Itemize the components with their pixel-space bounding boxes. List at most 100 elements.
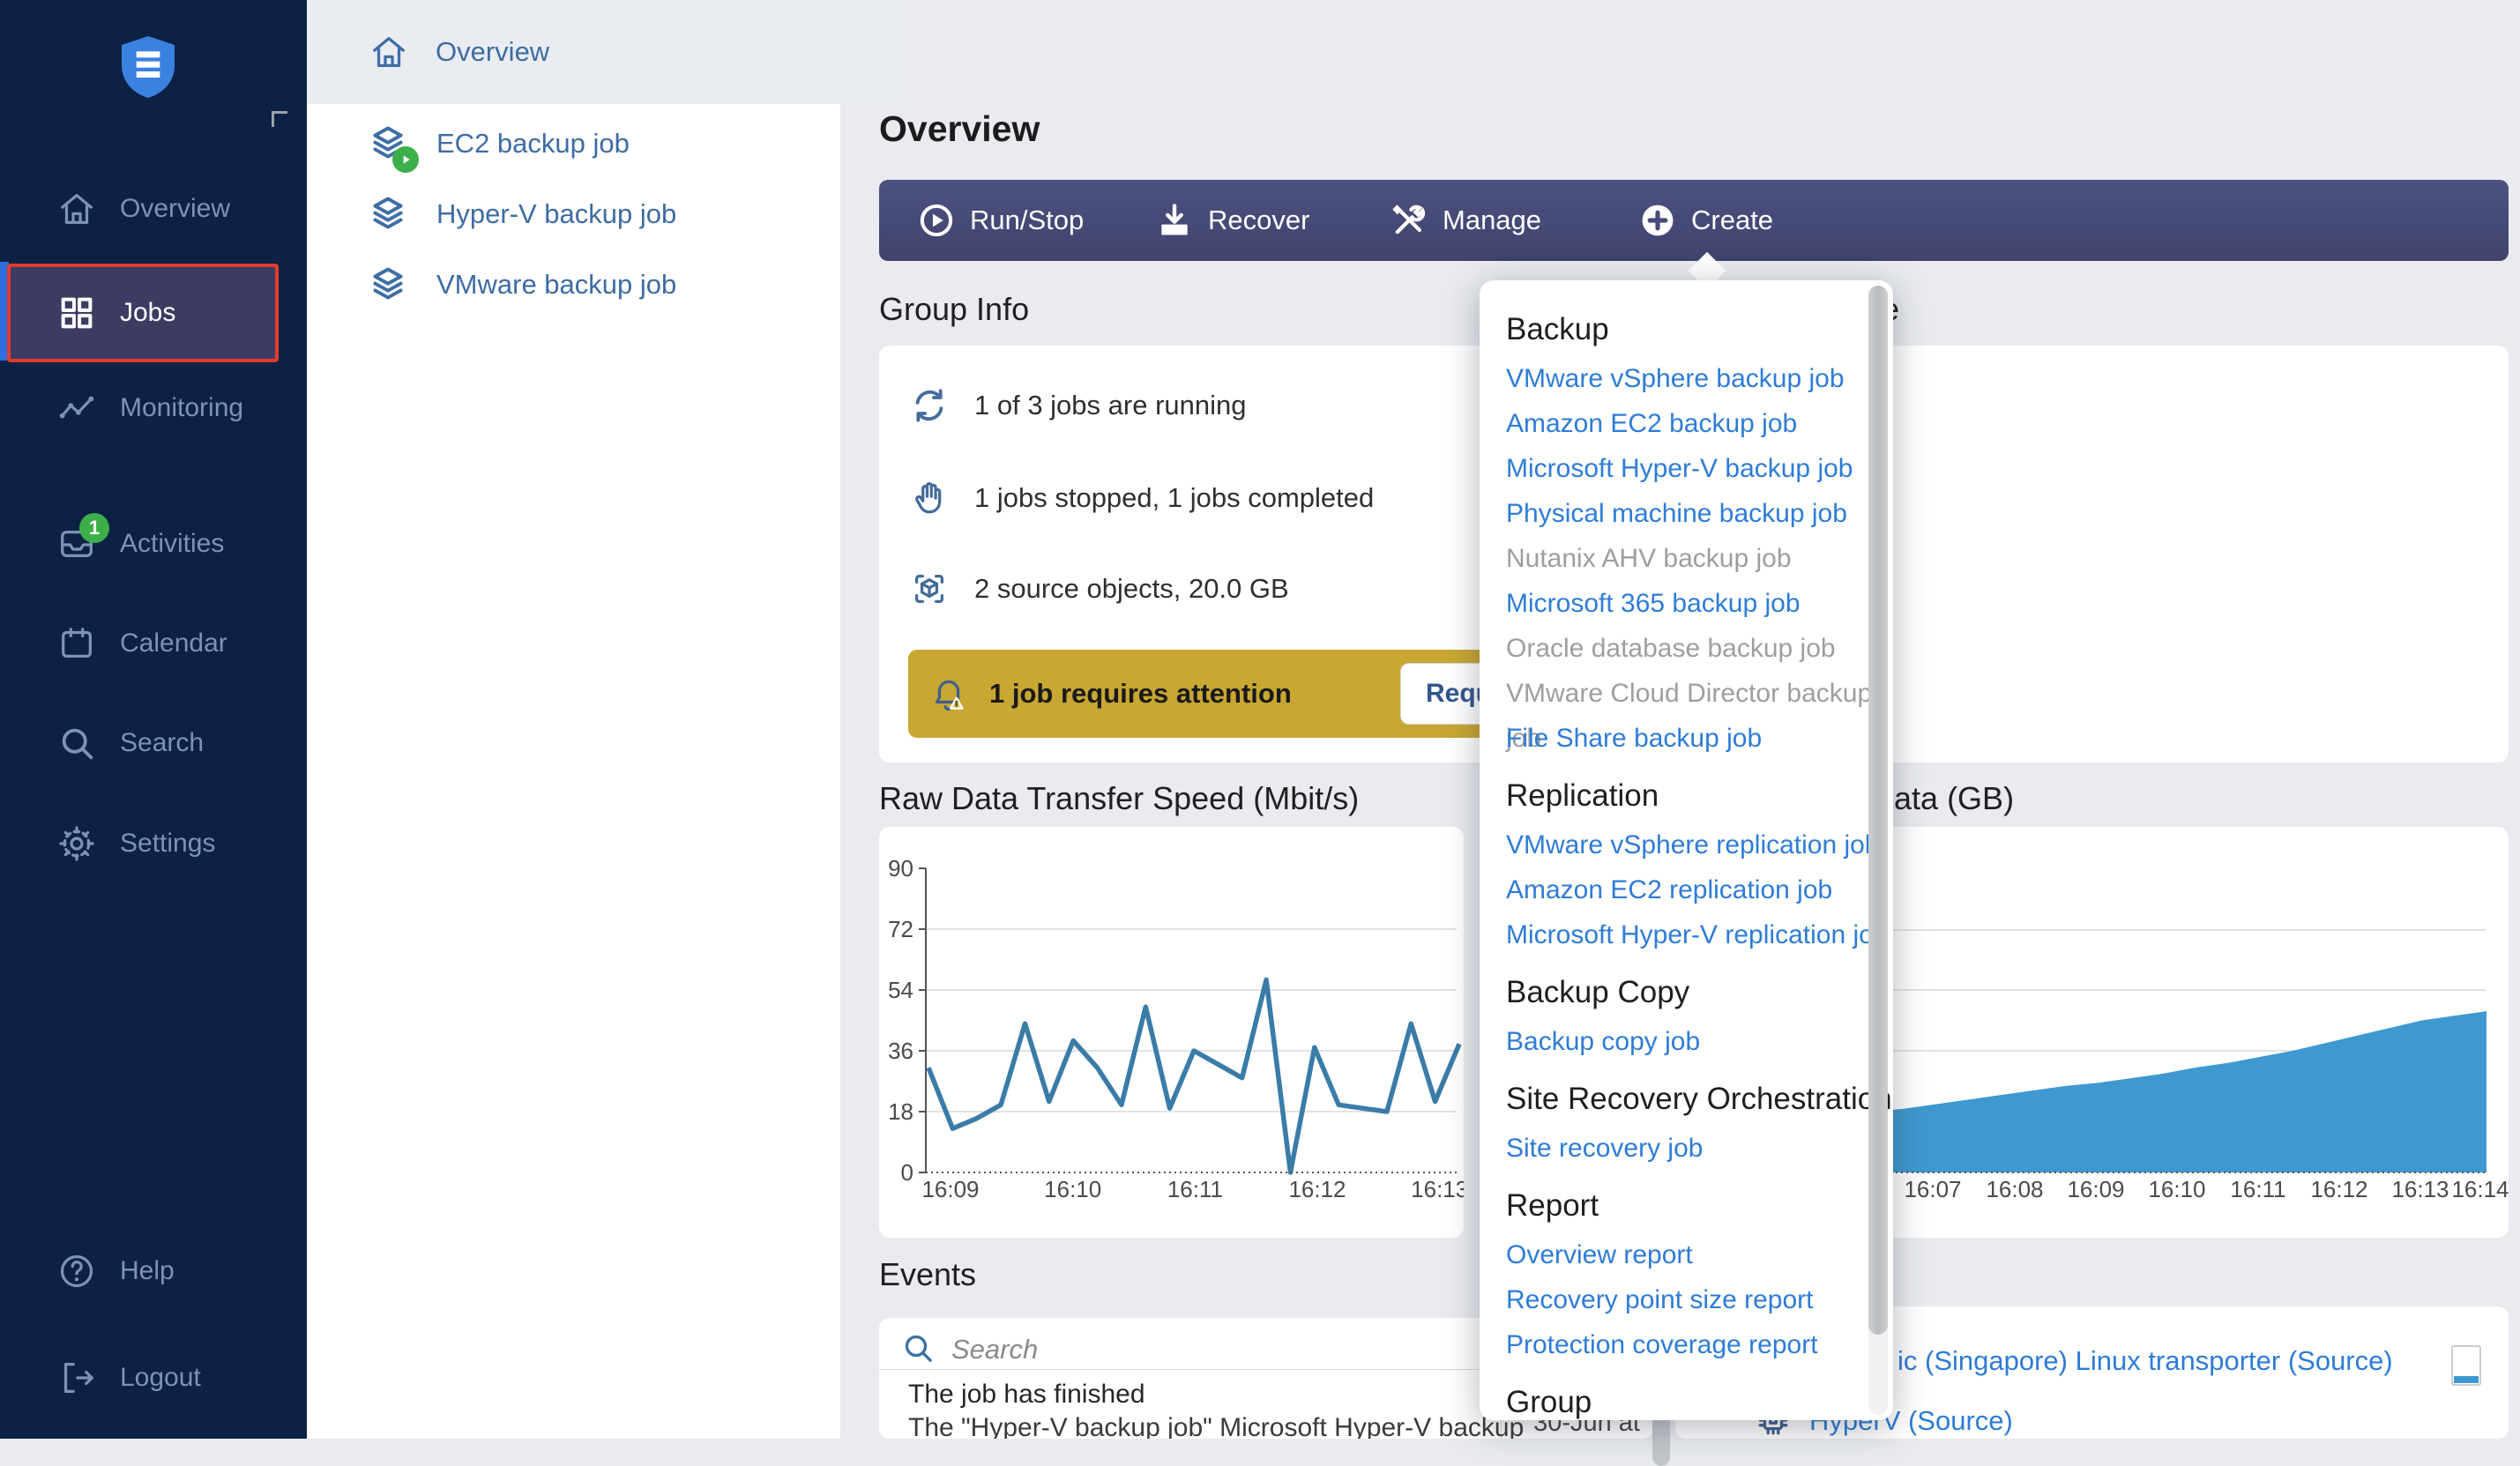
events-heading: Events xyxy=(879,1256,977,1292)
create-button[interactable]: Create xyxy=(1638,180,1773,261)
sidebar-item-settings[interactable]: Settings xyxy=(7,798,272,889)
toolbar: Run/Stop Recover Manage Create xyxy=(879,180,2509,261)
sidebar-item-label: Jobs xyxy=(120,298,176,327)
menu-item-vmware-vsphere-backup-job[interactable]: VMware vSphere backup job xyxy=(1506,364,1845,393)
toolbar-button-label: Manage xyxy=(1443,205,1542,235)
layers-icon xyxy=(366,192,410,236)
group-info-text: 1 jobs stopped, 1 jobs completed xyxy=(974,482,1375,513)
layers-icon xyxy=(366,263,410,307)
activities-badge: 1 xyxy=(79,513,109,543)
menu-item-overview-report[interactable]: Overview report xyxy=(1506,1240,1693,1269)
page-title: Overview xyxy=(879,108,1040,150)
sidebar-item-calendar[interactable]: Calendar xyxy=(7,598,272,689)
create-menu-section-backup: Backup xyxy=(1506,312,1609,346)
svg-text:16:09: 16:09 xyxy=(2067,1176,2124,1202)
sidebar-item-label: Calendar xyxy=(120,629,227,658)
menu-item-backup-copy-job[interactable]: Backup copy job xyxy=(1506,1027,1701,1056)
refresh-icon xyxy=(909,385,950,426)
group-info-row: 2 source objects, 20.0 GB xyxy=(909,569,1289,609)
svg-text:16:08: 16:08 xyxy=(1986,1176,2043,1202)
search-icon xyxy=(56,723,97,763)
sidebar-item-activities[interactable]: 1 Activities xyxy=(7,498,272,590)
job-item-label: EC2 backup job xyxy=(436,128,630,159)
svg-text:16:10: 16:10 xyxy=(2148,1176,2205,1202)
group-info-row: 1 of 3 jobs are running xyxy=(909,385,1247,426)
group-info-row: 1 jobs stopped, 1 jobs completed xyxy=(909,478,1374,518)
menu-item-vmware-cloud-director-backup-job: VMware Cloud Director backup job xyxy=(1506,679,1873,753)
play-circle-icon xyxy=(917,201,956,240)
create-menu-section-report: Report xyxy=(1506,1188,1599,1223)
manage-button[interactable]: Manage xyxy=(1390,180,1541,261)
create-menu-scrollbar-thumb[interactable] xyxy=(1868,286,1888,1335)
sidebar-item-label: Help xyxy=(120,1256,175,1285)
event-description: The "Hyper-V backup job" Microsoft Hyper… xyxy=(908,1413,1525,1439)
menu-item-file-share-backup-job[interactable]: File Share backup job xyxy=(1506,724,1763,753)
svg-text:0: 0 xyxy=(901,1159,913,1186)
create-menu: Backup VMware vSphere backup job Amazon EC… xyxy=(1480,280,1893,1420)
event-title: The job has finished xyxy=(908,1380,1145,1409)
svg-text:16:12: 16:12 xyxy=(2310,1176,2367,1202)
job-sidebar-item-vmware-backup-job[interactable]: VMware backup job xyxy=(307,250,899,319)
sidebar-collapse-icon[interactable] xyxy=(272,111,287,127)
download-icon xyxy=(1155,201,1194,240)
svg-text:54: 54 xyxy=(888,977,913,1003)
panel-scrollbar-thumb[interactable] xyxy=(2454,1376,2479,1383)
transfer-chart-heading: Raw Data Transfer Speed (Mbit/s) xyxy=(879,780,1360,816)
hand-icon xyxy=(909,478,950,518)
svg-text:16:11: 16:11 xyxy=(2230,1176,2285,1202)
sidebar-item-help[interactable]: Help xyxy=(7,1225,272,1317)
sidebar-item-overview[interactable]: Overview xyxy=(7,163,272,255)
logout-icon xyxy=(56,1358,97,1398)
menu-item-amazon-ec2-backup-job[interactable]: Amazon EC2 backup job xyxy=(1506,409,1798,438)
svg-text:16:13: 16:13 xyxy=(1411,1176,1464,1202)
attention-text: 1 job requires attention xyxy=(989,678,1292,709)
sidebar-item-jobs[interactable]: Jobs xyxy=(7,264,279,362)
search-icon xyxy=(900,1330,936,1366)
create-menu-section-site-recovery-orchestration: Site Recovery Orchestration xyxy=(1506,1082,1892,1116)
calendar-icon xyxy=(56,623,97,664)
selected-accent-bar xyxy=(0,262,9,361)
menu-item-microsoft-365-backup-job[interactable]: Microsoft 365 backup job xyxy=(1506,589,1801,618)
menu-item-microsoft-hyper-v-backup-job[interactable]: Microsoft Hyper-V backup job xyxy=(1506,454,1853,483)
events-search-input[interactable] xyxy=(950,1328,1447,1371)
job-sidebar-item-ec2-backup-job[interactable]: EC2 backup job xyxy=(307,109,899,178)
menu-item-microsoft-hyper-v-replication-job[interactable]: Microsoft Hyper-V replication job xyxy=(1506,920,1889,949)
sidebar-item-logout[interactable]: Logout xyxy=(7,1332,272,1424)
create-menu-section-replication: Replication xyxy=(1506,778,1659,813)
sidebar-item-monitoring[interactable]: Monitoring xyxy=(7,362,272,454)
layers-icon xyxy=(366,122,419,173)
menu-item-physical-machine-backup-job[interactable]: Physical machine backup job xyxy=(1506,499,1847,528)
menu-item-protection-coverage-report[interactable]: Protection coverage report xyxy=(1506,1330,1818,1359)
menu-item-amazon-ec2-replication-job[interactable]: Amazon EC2 replication job xyxy=(1506,875,1833,904)
group-info-text: 2 source objects, 20.0 GB xyxy=(974,573,1289,604)
sidebar-item-label: Monitoring xyxy=(120,393,244,422)
svg-text:16:12: 16:12 xyxy=(1288,1176,1346,1202)
svg-text:72: 72 xyxy=(888,916,913,942)
job-sidebar-item-overview[interactable]: Overview xyxy=(307,0,902,104)
menu-item-recovery-point-size-report[interactable]: Recovery point size report xyxy=(1506,1285,1814,1314)
group-info-heading: Group Info xyxy=(879,291,1030,327)
app-logo xyxy=(113,28,183,106)
jobs-sidebar: Overview EC2 backup job Hyper-V backup job… xyxy=(307,0,902,1439)
bell-warning-icon xyxy=(928,673,970,715)
inbox-icon: 1 xyxy=(56,513,109,564)
job-item-label: Overview xyxy=(436,36,550,67)
menu-item-vmware-vsphere-replication-job[interactable]: VMware vSphere replication job xyxy=(1506,830,1880,860)
menu-item-site-recovery-job[interactable]: Site recovery job xyxy=(1506,1134,1704,1163)
toolbar-button-label: Run/Stop xyxy=(970,205,1085,235)
svg-text:16:09: 16:09 xyxy=(921,1176,979,1202)
target-link-transporter[interactable]: ic (Singapore) Linux transporter (Source… xyxy=(1897,1345,2393,1376)
divider xyxy=(879,1369,1653,1370)
home-icon xyxy=(369,32,409,72)
sidebar-item-search[interactable]: Search xyxy=(7,697,272,789)
svg-text:16:14: 16:14 xyxy=(2451,1176,2509,1202)
running-badge-icon xyxy=(392,146,419,173)
recover-button[interactable]: Recover xyxy=(1155,180,1309,261)
menu-item-nutanix-ahv-backup-job: Nutanix AHV backup job xyxy=(1506,544,1792,573)
job-sidebar-item-hyper-v-backup-job[interactable]: Hyper-V backup job xyxy=(307,180,899,249)
monitoring-icon xyxy=(56,388,97,428)
svg-text:90: 90 xyxy=(888,855,913,882)
panel-scrollbar[interactable] xyxy=(2451,1345,2481,1386)
run-stop-button[interactable]: Run/Stop xyxy=(917,180,1084,261)
sidebar-item-label: Overview xyxy=(120,194,231,223)
